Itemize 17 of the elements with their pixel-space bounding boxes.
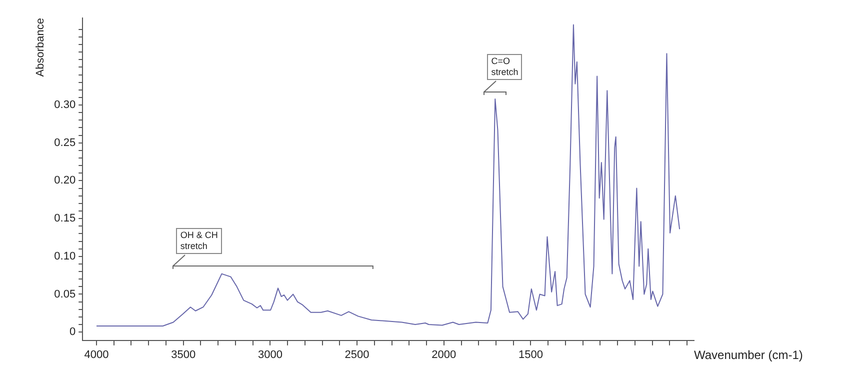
annotation: OH & CH stretch: [176, 228, 222, 254]
x-tick-label: 3000: [258, 349, 282, 362]
x-tick-label: 2000: [432, 349, 456, 362]
x-tick-label: 1500: [518, 349, 543, 362]
y-tick-label: 0: [69, 326, 76, 338]
annotation: C=O stretch: [487, 54, 522, 80]
y-tick-label: 0.25: [54, 136, 76, 149]
y-tick-label: 0.30: [54, 99, 76, 112]
y-tick-label: 0.20: [54, 174, 76, 187]
x-tick-label: 4000: [84, 349, 109, 362]
x-tick-label: 2500: [344, 349, 370, 362]
y-tick-label: 0.10: [54, 250, 76, 262]
x-axis-title: Wavenumber (cm-1): [694, 348, 803, 362]
y-axis-title: Absorbance: [34, 18, 47, 77]
x-tick-label: 3500: [171, 349, 196, 362]
y-tick-label: 0.15: [54, 212, 76, 225]
y-tick-label: 0.05: [54, 288, 76, 300]
